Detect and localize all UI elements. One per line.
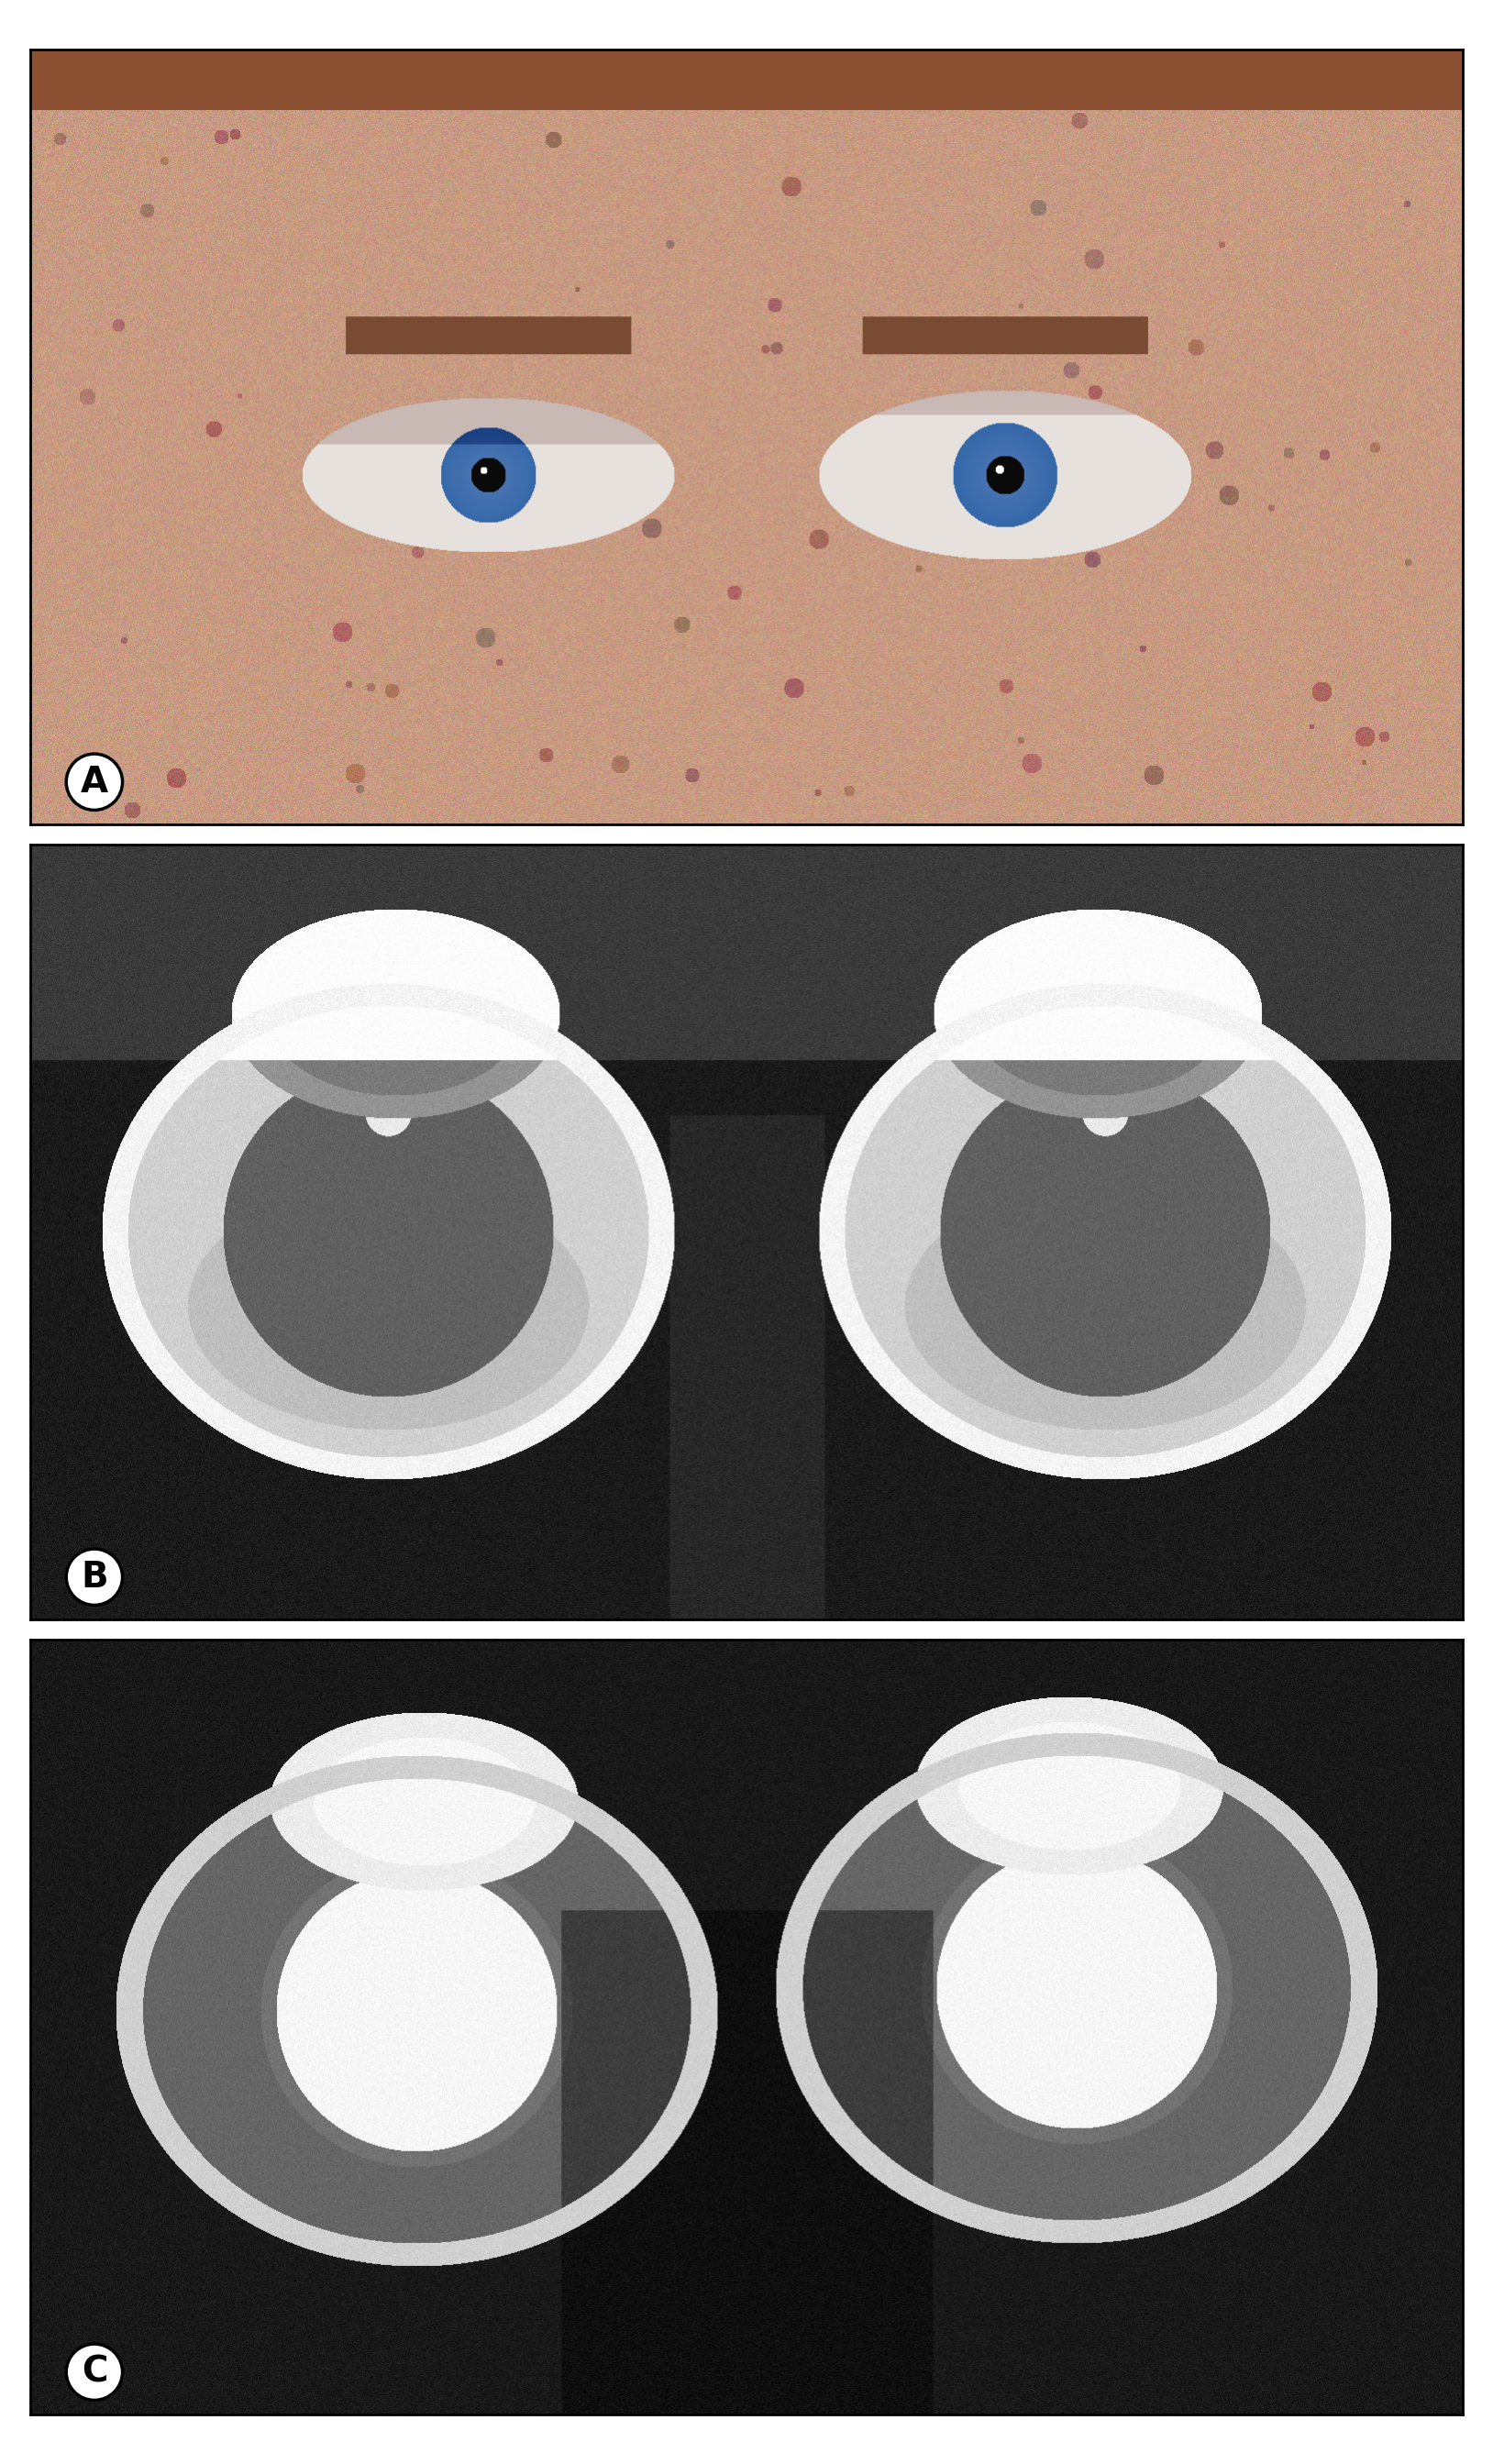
Text: B: B bbox=[81, 1560, 107, 1594]
Text: C: C bbox=[81, 2356, 107, 2390]
Text: A: A bbox=[81, 764, 107, 798]
